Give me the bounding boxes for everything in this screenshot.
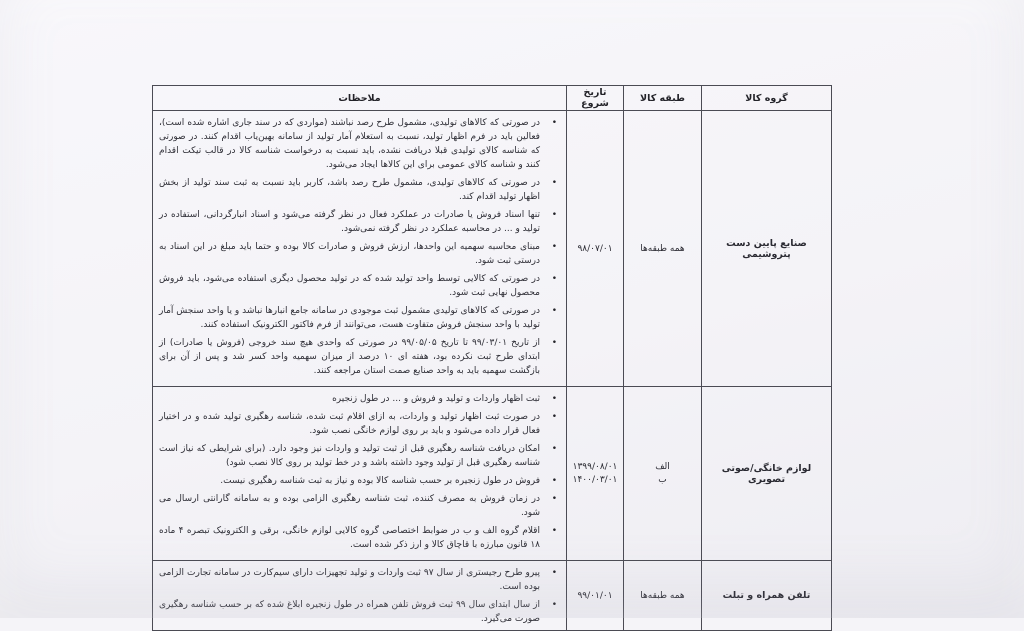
bullet-icon: •: [551, 412, 557, 422]
note-text: در صورتی که کالاهای تولیدی، مشمول طرح رص…: [159, 178, 540, 202]
class-value: همه طبقه‌ها: [640, 590, 685, 601]
note-text: اقلام گروه الف و ب در ضوابط اختصاصی گروه…: [159, 526, 540, 550]
bullet-icon: •: [551, 118, 557, 128]
column-header-start-date: تاریخ شروع: [566, 85, 624, 111]
bullet-icon: •: [551, 306, 557, 316]
note-text: از تاریخ ۹۹/۰۳/۰۱ تا تاریخ ۹۹/۰۵/۰۵ در ص…: [159, 338, 540, 376]
bullet-icon: •: [551, 178, 557, 188]
goods-groups-table: گروه کالا طبقه کالا تاریخ شروع ملاحظات ص…: [152, 85, 832, 631]
note-text: امکان دریافت شناسه رهگیری قبل از ثبت تول…: [159, 444, 540, 468]
column-header-notes: ملاحظات: [152, 85, 567, 111]
bullet-icon: •: [551, 600, 557, 610]
note-item: • از تاریخ ۹۹/۰۳/۰۱ تا تاریخ ۹۹/۰۵/۰۵ در…: [159, 336, 557, 378]
note-item: • ثبت اظهار واردات و تولید و فروش و ... …: [159, 392, 557, 406]
class-cell: همه طبقه‌ها: [623, 110, 702, 387]
note-item: • تنها اسناد فروش یا صادرات در عملکرد فع…: [159, 208, 557, 236]
class-value: الف: [655, 462, 670, 472]
note-item: • اقلام گروه الف و ب در ضوابط اختصاصی گر…: [159, 524, 557, 552]
group-cell: لوازم خانگی/صوتی تصویری: [701, 386, 832, 561]
start-date-cell: ۹۹/۰۱/۰۱: [566, 560, 624, 631]
group-cell: صنایع پایین دست پتروشیمی: [701, 110, 832, 387]
class-value: ب: [658, 475, 667, 485]
note-text: فروش در طول زنجیره بر حسب شناسه کالا بود…: [220, 476, 540, 486]
note-text: از سال ابتدای سال ۹۹ ثبت فروش تلفن همراه…: [159, 600, 540, 624]
column-header-class: طبقه کالا: [623, 85, 702, 111]
note-item: • در زمان فروش به مصرف کننده، ثبت شناسه …: [159, 492, 557, 520]
bullet-icon: •: [551, 568, 557, 578]
column-header-group: گروه کالا: [701, 85, 832, 111]
note-text: در صورتی که کالاهای تولیدی، مشمول طرح رص…: [159, 118, 540, 170]
group-cell: تلفن همراه و تبلت: [701, 560, 832, 631]
note-item: • پیرو طرح رجیستری از سال ۹۷ ثبت واردات …: [159, 566, 557, 594]
start-date-value: ۱۴۰۰/۰۳/۰۱: [572, 475, 618, 485]
note-item: • فروش در طول زنجیره بر حسب شناسه کالا ب…: [159, 474, 557, 488]
notes-cell: • پیرو طرح رجیستری از سال ۹۷ ثبت واردات …: [152, 560, 567, 631]
table-header-row: گروه کالا طبقه کالا تاریخ شروع ملاحظات: [152, 85, 832, 111]
note-item: • در صورتی که کالایی توسط واحد تولید شده…: [159, 272, 557, 300]
bullet-icon: •: [551, 494, 557, 504]
start-date-value: ۹۹/۰۱/۰۱: [577, 590, 613, 601]
bullet-icon: •: [551, 210, 557, 220]
table-row: صنایع پایین دست پتروشیمی همه طبقه‌ها ۹۸/…: [152, 110, 832, 387]
bullet-icon: •: [551, 394, 557, 404]
note-text: در صورتی که کالایی توسط واحد تولید شده ک…: [159, 274, 540, 298]
start-date-value: ۹۸/۰۷/۰۱: [577, 243, 613, 254]
note-text: در زمان فروش به مصرف کننده، ثبت شناسه ره…: [159, 494, 540, 518]
bullet-icon: •: [551, 526, 557, 536]
start-date-cell: ۱۳۹۹/۰۸/۰۱ ۱۴۰۰/۰۳/۰۱: [566, 386, 624, 561]
note-text: پیرو طرح رجیستری از سال ۹۷ ثبت واردات و …: [159, 568, 541, 592]
bullet-icon: •: [551, 338, 557, 348]
note-item: • در صورتی که کالاهای تولیدی مشمول ثبت م…: [159, 304, 557, 332]
table-row: تلفن همراه و تبلت همه طبقه‌ها ۹۹/۰۱/۰۱ •…: [152, 560, 832, 631]
note-item: • امکان دریافت شناسه رهگیری قبل از ثبت ت…: [159, 442, 557, 470]
note-item: • در صورتی که کالاهای تولیدی، مشمول طرح …: [159, 116, 557, 172]
note-item: • مبنای محاسبه سهمیه این واحدها، ارزش فر…: [159, 240, 557, 268]
note-text: در صورتی که کالاهای تولیدی مشمول ثبت موج…: [159, 306, 540, 330]
bullet-icon: •: [551, 444, 557, 454]
bullet-icon: •: [551, 476, 557, 486]
start-date-cell: ۹۸/۰۷/۰۱: [566, 110, 624, 387]
class-cell: همه طبقه‌ها: [623, 560, 702, 631]
note-item: • در صورتی که کالاهای تولیدی، مشمول طرح …: [159, 176, 557, 204]
note-item: • از سال ابتدای سال ۹۹ ثبت فروش تلفن همر…: [159, 598, 557, 626]
notes-cell: • ثبت اظهار واردات و تولید و فروش و ... …: [152, 386, 567, 561]
start-date-value: ۱۳۹۹/۰۸/۰۱: [572, 462, 618, 472]
bullet-icon: •: [551, 242, 557, 252]
note-item: • در صورت ثبت اظهار تولید و واردات، به ا…: [159, 410, 557, 438]
notes-cell: • در صورتی که کالاهای تولیدی، مشمول طرح …: [152, 110, 567, 387]
note-text: در صورت ثبت اظهار تولید و واردات، به ازا…: [159, 412, 540, 436]
class-cell: الف ب: [623, 386, 702, 561]
table-row: لوازم خانگی/صوتی تصویری الف ب ۱۳۹۹/۰۸/۰۱…: [152, 386, 832, 561]
class-value: همه طبقه‌ها: [640, 243, 685, 254]
note-text: مبنای محاسبه سهمیه این واحدها، ارزش فروش…: [159, 242, 540, 266]
note-text: تنها اسناد فروش یا صادرات در عملکرد فعال…: [159, 210, 540, 234]
bullet-icon: •: [551, 274, 557, 284]
note-text: ثبت اظهار واردات و تولید و فروش و ... در…: [332, 394, 540, 404]
